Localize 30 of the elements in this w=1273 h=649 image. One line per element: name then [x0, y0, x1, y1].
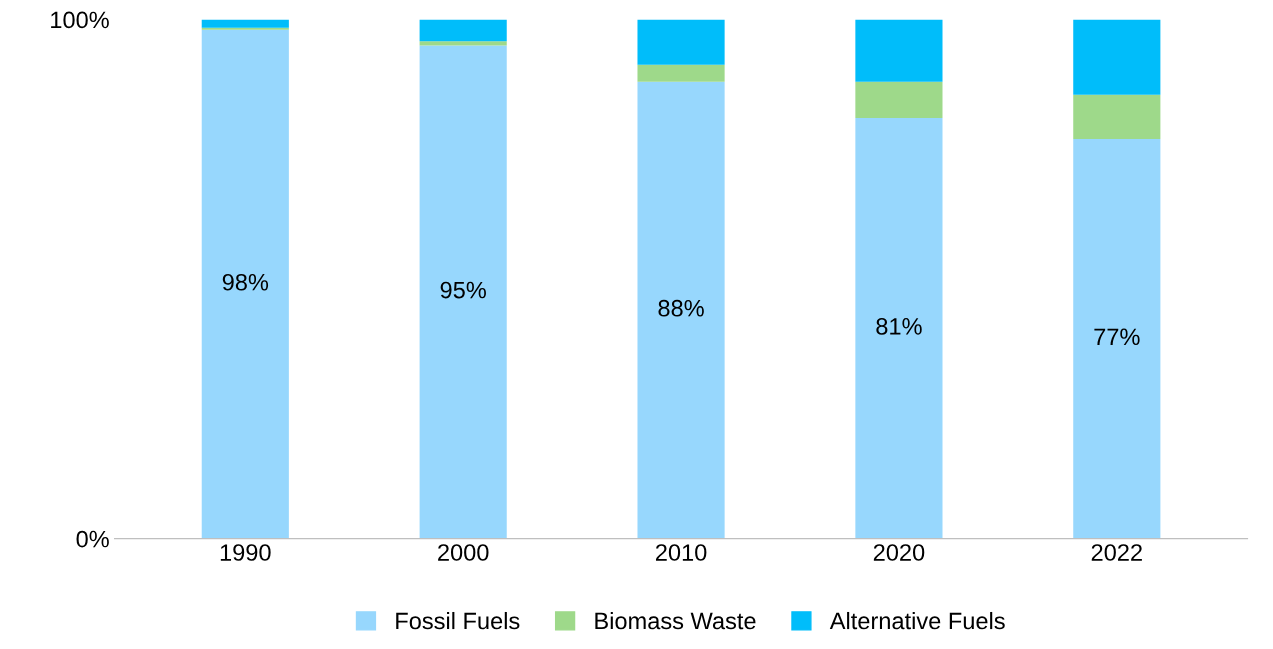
data-label: 77% — [1094, 328, 1140, 346]
x-tick-label: 2010 — [655, 544, 707, 561]
data-label: 88% — [658, 299, 704, 317]
legend-label: Biomass Waste — [595, 611, 756, 630]
bar — [855, 19, 943, 82]
bar — [419, 41, 507, 46]
bar — [419, 45, 507, 539]
bar — [1073, 19, 1161, 95]
legend-label: Alternative Fuels — [829, 611, 1005, 630]
legend-label: Fossil Fuels — [396, 611, 520, 630]
x-tick-label: 2022 — [1091, 544, 1142, 561]
bar — [637, 64, 725, 82]
bar — [855, 118, 943, 539]
bar — [419, 19, 507, 42]
bar — [855, 81, 943, 119]
bar — [637, 19, 725, 65]
bar — [201, 29, 289, 539]
data-label: 98% — [222, 273, 269, 291]
x-tick-label: 1990 — [220, 544, 271, 561]
bar — [201, 19, 289, 28]
y-tick-label: 0% — [76, 530, 109, 548]
data-label: 81% — [876, 318, 922, 335]
bar — [201, 27, 289, 30]
x-tick-label: 2000 — [438, 544, 489, 561]
bar — [1073, 94, 1161, 139]
x-tick-label: 2020 — [873, 544, 925, 561]
bar — [1073, 138, 1161, 539]
data-label: 95% — [440, 281, 486, 299]
y-tick-label: 100% — [51, 11, 109, 29]
bar — [637, 81, 725, 539]
